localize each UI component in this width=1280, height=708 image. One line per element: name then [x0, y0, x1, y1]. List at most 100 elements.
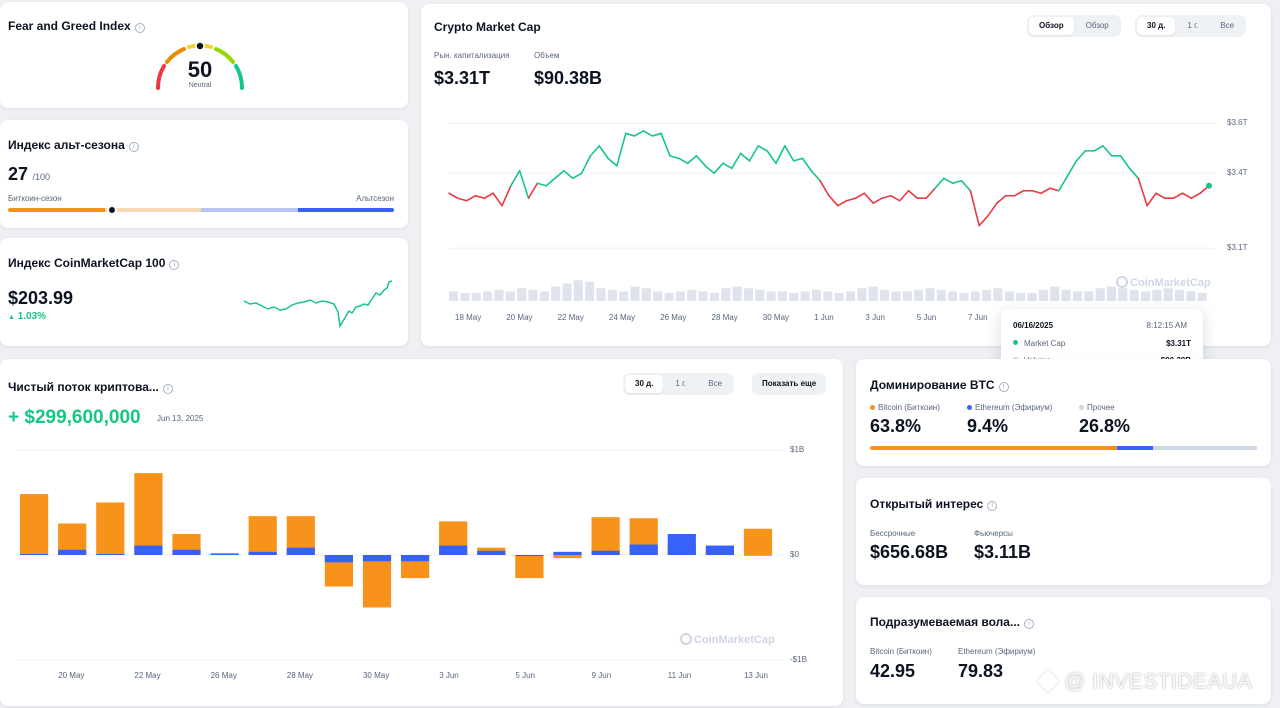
price-segment [739, 152, 751, 162]
volume-value: $90.38B [534, 68, 603, 88]
volume-bar [1197, 293, 1207, 301]
tooltip-cap-label: Market Cap [1024, 339, 1066, 348]
volume-bar [880, 289, 890, 301]
volume-bar [982, 289, 992, 301]
cmc100-sparkline [244, 280, 392, 329]
tab-overview-1[interactable]: Обзор [1029, 17, 1074, 35]
tab-1y[interactable]: 1 г. [675, 379, 687, 388]
price-segment [1075, 150, 1087, 162]
cmc-logo-icon [1116, 276, 1128, 288]
volume-bar [823, 291, 833, 301]
volume-bar [1118, 288, 1128, 301]
volume-bar [959, 293, 969, 301]
volume-bar [925, 288, 935, 301]
volume-bar [1004, 291, 1014, 301]
dominance-btc-label: Bitcoin (Биткоин) [878, 403, 940, 412]
price-segment [1155, 192, 1166, 200]
btc-flow-bar [591, 517, 620, 555]
price-segment [598, 145, 609, 160]
volume-bar [1027, 293, 1037, 301]
dominance-eth-label: Ethereum (Эфириум) [975, 403, 1053, 412]
eth-flow-bar [629, 544, 658, 555]
price-segment [907, 189, 919, 200]
investidea-watermark: @ INVESTIDEAUA [1036, 669, 1252, 694]
dominance-eth-value: 9.4% [967, 416, 1009, 436]
fear-greed-gauge [155, 41, 245, 90]
volume-bar [857, 288, 867, 301]
volume-bar [573, 280, 583, 301]
alt-season-value: 27 [8, 164, 29, 184]
tab-all[interactable]: Все [1220, 21, 1235, 30]
volume-bar [777, 291, 788, 301]
tab-all[interactable]: Все [708, 379, 723, 388]
x-tick-label: 3 Jun [439, 671, 459, 680]
y-tick-label: -$1B [790, 655, 807, 664]
info-icon[interactable]: i [169, 260, 180, 270]
info-icon[interactable]: i [128, 142, 139, 152]
legend-dot [1079, 405, 1084, 410]
volume-bar [1038, 289, 1048, 301]
volume-bar [811, 289, 822, 301]
volume-bar [1174, 289, 1185, 301]
price-segment [1102, 145, 1113, 157]
iv-eth-value: 79.83 [958, 661, 1004, 681]
price-segment [775, 145, 786, 165]
market-cap-chart[interactable] [421, 4, 1271, 346]
price-segment [448, 192, 459, 200]
price-segment [1181, 192, 1193, 200]
info-icon[interactable]: i [162, 384, 173, 394]
alt-season-left-label: Биткоин-сезон [8, 194, 62, 203]
volume-bar [562, 283, 572, 301]
eth-flow-bar [743, 555, 773, 556]
dominance-bar [870, 446, 1257, 450]
y-tick-label: $3.4T [1227, 168, 1248, 178]
tab-30d[interactable]: 30 д. [625, 375, 664, 393]
price-segment [925, 187, 936, 200]
price-segment [854, 192, 866, 200]
price-segment [943, 177, 954, 185]
info-icon[interactable]: i [987, 501, 998, 511]
eth-flow-bar [210, 553, 239, 555]
x-tick-label: 30 May [762, 313, 790, 322]
price-segment [810, 170, 821, 182]
volume-bar [1016, 293, 1026, 301]
volume-bar [970, 291, 980, 301]
price-segment [1190, 192, 1201, 200]
volume-bar [1129, 289, 1139, 301]
show-more-button[interactable]: Показать еще [752, 373, 827, 395]
price-segment [757, 145, 768, 152]
price-segment [1119, 155, 1131, 170]
alt-season-marker [107, 205, 118, 215]
volume-bar [607, 289, 617, 301]
volume-bar [1061, 289, 1071, 301]
eth-flow-bar [172, 549, 201, 555]
price-segment [465, 194, 477, 202]
volume-bar [902, 291, 912, 301]
fear-greed-card: Fear and Greed Index i 50 Neutral [0, 2, 408, 108]
tab-overview-2[interactable]: Обзор [1085, 21, 1109, 30]
y-tick-label: $1B [790, 445, 805, 454]
tab-1y[interactable]: 1 г. [1187, 21, 1199, 30]
cmc-logo-icon [680, 633, 692, 645]
volume-bar [585, 281, 595, 301]
price-segment [987, 202, 998, 217]
volume-bar [653, 291, 663, 301]
price-segment [784, 145, 795, 162]
price-segment [1031, 189, 1042, 195]
price-segment [695, 155, 707, 167]
x-tick-label: 30 May [362, 671, 390, 680]
price-segment [969, 189, 981, 227]
info-icon[interactable]: i [134, 23, 145, 33]
tab-30d[interactable]: 30 д. [1137, 17, 1176, 35]
volume-bar [619, 291, 629, 301]
info-icon[interactable]: i [998, 382, 1009, 392]
iv-btc-label: Bitcoin (Биткоин) [870, 647, 932, 656]
volume-bar [494, 289, 504, 301]
eth-flow-bar [286, 547, 315, 555]
volume-bar [471, 293, 481, 301]
price-segment [1013, 189, 1025, 197]
volume-bar [834, 293, 844, 301]
price-segment [536, 182, 548, 187]
info-icon[interactable]: i [1023, 619, 1034, 629]
net-flow-chart[interactable] [0, 359, 843, 706]
